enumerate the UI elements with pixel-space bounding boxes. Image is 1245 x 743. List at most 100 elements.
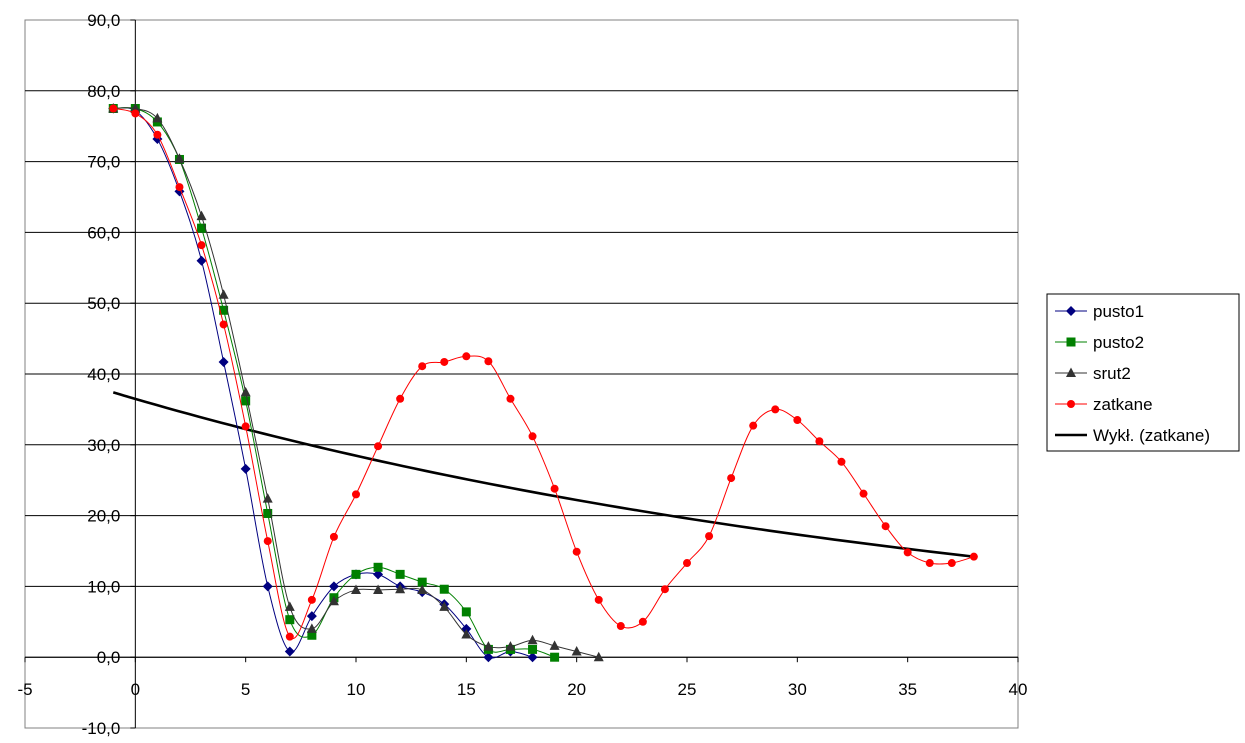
data-point-zatkane xyxy=(263,537,272,546)
data-point-pusto1 xyxy=(240,463,251,474)
y-tick-label: -10,0 xyxy=(82,719,121,738)
legend-item-4: Wykł. (zatkane) xyxy=(1055,426,1210,445)
data-point-zatkane xyxy=(947,559,956,568)
y-tick-label: 60,0 xyxy=(87,223,120,242)
data-point-zatkane xyxy=(197,241,206,250)
legend-marker xyxy=(1067,400,1075,408)
data-point-zatkane xyxy=(660,585,669,594)
y-tick-label: 90,0 xyxy=(87,11,120,30)
legend-label: pusto2 xyxy=(1093,333,1144,352)
x-tick-label: 5 xyxy=(241,680,250,699)
data-point-zatkane xyxy=(329,532,338,541)
data-point-zatkane xyxy=(131,109,140,118)
data-point-srut2 xyxy=(505,641,516,651)
x-tick-label: 20 xyxy=(567,680,586,699)
y-tick-label: 80,0 xyxy=(87,82,120,101)
data-point-zatkane xyxy=(903,548,912,557)
data-point-srut2 xyxy=(152,112,163,123)
x-tick-label: 30 xyxy=(788,680,807,699)
data-point-srut2 xyxy=(549,640,560,650)
data-point-srut2 xyxy=(262,493,273,503)
data-point-zatkane xyxy=(771,405,780,414)
data-point-zatkane xyxy=(881,522,890,531)
trendline-zatkane xyxy=(112,391,975,558)
data-point-zatkane xyxy=(219,320,228,329)
data-point-pusto2 xyxy=(197,223,207,233)
series-zatkane xyxy=(109,104,978,641)
data-point-srut2 xyxy=(395,583,406,594)
data-point-pusto1 xyxy=(527,652,538,663)
data-point-zatkane xyxy=(705,532,714,541)
data-point-zatkane xyxy=(396,394,405,403)
data-point-pusto1 xyxy=(373,569,384,580)
data-point-pusto2 xyxy=(461,607,471,617)
data-point-srut2 xyxy=(417,584,428,594)
x-tick-label: -5 xyxy=(17,680,32,699)
data-point-zatkane xyxy=(241,422,250,431)
data-point-pusto1 xyxy=(483,652,494,663)
legend-item-0: pusto1 xyxy=(1055,302,1144,321)
data-point-srut2 xyxy=(284,601,295,611)
data-point-zatkane xyxy=(793,416,802,425)
data-point-zatkane xyxy=(109,104,118,113)
data-point-srut2 xyxy=(328,595,339,606)
data-point-pusto1 xyxy=(262,581,273,592)
y-tick-label: 30,0 xyxy=(87,436,120,455)
data-point-srut2 xyxy=(174,153,185,163)
data-point-pusto1 xyxy=(218,356,229,367)
data-point-pusto2 xyxy=(285,615,295,625)
legend-item-2: srut2 xyxy=(1055,364,1131,383)
legend-marker xyxy=(1066,367,1076,377)
y-tick-label: 10,0 xyxy=(87,577,120,596)
data-point-zatkane xyxy=(638,617,647,626)
data-point-pusto2 xyxy=(263,508,273,518)
data-point-pusto2 xyxy=(219,305,229,315)
legend-marker xyxy=(1066,337,1076,347)
legend-item-3: zatkane xyxy=(1055,395,1153,414)
data-point-zatkane xyxy=(462,352,471,361)
data-point-zatkane xyxy=(925,559,934,568)
legend: pusto1 pusto2 srut2 zatkane Wykł. (zatkane) xyxy=(1046,293,1240,452)
legend-label: Wykł. (zatkane) xyxy=(1093,426,1210,445)
data-point-pusto2 xyxy=(351,569,361,579)
y-tick-label: 40,0 xyxy=(87,365,120,384)
data-point-zatkane xyxy=(352,490,360,499)
data-point-srut2 xyxy=(461,629,472,639)
legend-label: srut2 xyxy=(1093,364,1131,383)
data-point-srut2 xyxy=(373,584,384,594)
x-tick-label: 0 xyxy=(131,680,140,699)
data-point-srut2 xyxy=(196,210,207,221)
data-point-zatkane xyxy=(550,484,559,493)
data-point-pusto2 xyxy=(528,644,538,654)
x-tick-label: 15 xyxy=(457,680,476,699)
y-tick-label: 70,0 xyxy=(87,153,120,172)
x-tick-label: 25 xyxy=(678,680,697,699)
data-point-zatkane xyxy=(616,622,625,631)
data-point-srut2 xyxy=(593,651,604,662)
legend-marker xyxy=(1066,306,1076,316)
data-point-zatkane xyxy=(484,357,493,366)
data-point-pusto2 xyxy=(395,569,405,579)
data-point-pusto1 xyxy=(284,646,295,657)
data-point-zatkane xyxy=(727,474,736,483)
legend-label: zatkane xyxy=(1093,395,1153,414)
series-pusto1 xyxy=(108,103,538,663)
data-point-zatkane xyxy=(594,595,603,604)
data-point-zatkane xyxy=(307,595,316,604)
data-point-pusto2 xyxy=(417,577,427,587)
y-tick-label: 20,0 xyxy=(87,507,120,526)
legend-item-1: pusto2 xyxy=(1055,333,1144,352)
data-point-zatkane xyxy=(528,432,537,441)
data-point-zatkane xyxy=(749,421,758,430)
series-srut2 xyxy=(108,103,604,662)
data-point-pusto2 xyxy=(307,630,317,640)
data-point-pusto2 xyxy=(550,652,560,662)
data-point-zatkane xyxy=(418,362,427,371)
legend-label: pusto1 xyxy=(1093,302,1144,321)
data-point-zatkane xyxy=(506,394,515,403)
data-point-srut2 xyxy=(218,289,229,299)
data-point-zatkane xyxy=(969,552,978,561)
data-point-srut2 xyxy=(439,601,450,611)
data-point-srut2 xyxy=(130,103,141,113)
